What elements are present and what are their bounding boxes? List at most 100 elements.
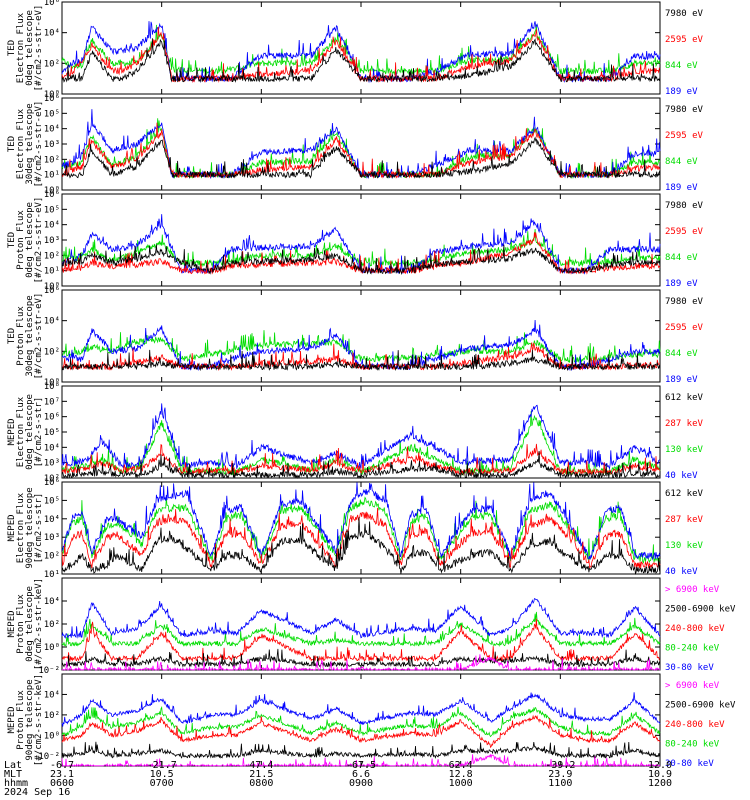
y-axis-label: TED: [7, 40, 17, 56]
hhmm-tick-label: 1000: [449, 778, 473, 789]
y-tick-label: 10⁶: [44, 190, 60, 200]
mlt-tick-label: 10.9: [648, 769, 672, 780]
y-axis-label: 0deg telescope: [25, 394, 35, 470]
legend-entry: 844 eV: [665, 61, 698, 71]
date-label: 2024 Sep 16: [4, 787, 70, 798]
y-tick-label: 10⁰: [44, 643, 60, 653]
panel-1: 10⁰ 10² 10⁴ 10⁶ TED Electron Flux 0deg telesco…: [7, 0, 704, 100]
y-axis-label: 90deg telescope: [25, 679, 35, 760]
mlt-tick-label: 12.8: [449, 769, 473, 780]
y-tick-label: 10²: [44, 347, 60, 357]
series-black-trace: [61, 136, 661, 180]
hhmm-tick-label: 1100: [548, 778, 572, 789]
y-axis-label: Proton Flux: [16, 210, 26, 270]
y-tick-label: 10⁷: [44, 397, 60, 407]
y-tick-label: 10²: [44, 251, 60, 261]
legend-entry: 287 keV: [665, 419, 704, 429]
lat-tick-label: -67.5: [346, 760, 376, 771]
y-tick-label: 10⁸: [44, 382, 60, 392]
y-axis-label: Proton Flux: [16, 690, 26, 750]
legend-entry: 80-240 keV: [665, 644, 720, 654]
y-tick-label: 10¹: [44, 171, 60, 181]
y-tick-label: 10³: [44, 533, 60, 543]
hhmm-label: hhmm: [4, 778, 28, 789]
hhmm-tick-label: 0900: [349, 778, 373, 789]
series-black-trace: [61, 648, 661, 668]
y-tick-label: 10⁶: [44, 413, 60, 423]
y-tick-label: 10¹: [44, 570, 60, 580]
y-axis-label: Proton Flux: [16, 594, 26, 654]
panel-6: 10¹ 10² 10³ 10⁴ 10⁵ 10⁶ MEPED Electron Flux 90de…: [7, 478, 704, 580]
y-axis-label: MEPED: [7, 514, 17, 541]
y-axis-label: [#/cm2-s-str-keV]: [34, 578, 44, 670]
y-axis-label: [#/cm2-s-str-eV]: [34, 293, 44, 380]
y-tick-label: 10¹: [44, 267, 60, 277]
series-blue-trace: [61, 692, 661, 727]
panel-2: 10⁰ 10¹ 10² 10³ 10⁴ 10⁵ 10⁶ TED Electron Flux 30d…: [7, 94, 704, 196]
y-axis-label: 30deg telescope: [25, 103, 35, 184]
series-black-trace: [61, 244, 661, 276]
y-axis-label: Electron Flux: [16, 12, 26, 83]
legend-entry: 30-80 keV: [665, 663, 714, 673]
y-tick-label: 10³: [44, 236, 60, 246]
legend-entry: 844 eV: [665, 157, 698, 167]
series-green-trace: [61, 611, 661, 648]
series-red-trace: [61, 122, 661, 179]
y-axis-label: TED: [7, 328, 17, 344]
y-tick-label: 10⁶: [44, 94, 60, 104]
y-tick-label: 10⁰: [44, 186, 60, 196]
legend-entry: 2595 eV: [665, 323, 704, 333]
series-green-trace: [61, 330, 661, 364]
hhmm-tick-label: 0600: [50, 778, 74, 789]
y-tick-label: 10²: [44, 552, 60, 562]
panel-4: 10⁰ 10² 10⁴ 10⁶ TED Proton Flux 30deg telescop…: [7, 286, 704, 388]
series-red-trace: [61, 342, 661, 371]
mlt-tick-label: 23.9: [548, 769, 572, 780]
hhmm-tick-label: 0700: [150, 778, 174, 789]
y-axis-label: [#/cm2-s-str]: [34, 493, 44, 563]
y-tick-label: 10⁰: [44, 378, 60, 388]
series-blue-trace: [61, 403, 661, 471]
legend-entry: 7980 eV: [665, 105, 704, 115]
plot-frame: [61, 673, 661, 767]
legend-entry: 2595 eV: [665, 227, 704, 237]
y-tick-label: 10⁴: [44, 597, 60, 607]
legend-entry: 240-800 keV: [665, 624, 725, 634]
legend-entry: > 6900 keV: [665, 681, 720, 691]
legend-entry: 844 eV: [665, 349, 698, 359]
legend-entry: 844 eV: [665, 253, 698, 263]
y-tick-label: 10⁻²: [38, 666, 60, 676]
y-axis-label: [#/cm2-s-str-eV]: [34, 101, 44, 188]
legend-entry: > 6900 keV: [665, 585, 720, 595]
legend-entry: 130 keV: [665, 541, 704, 551]
panel-7: 10⁻² 10⁰ 10² 10⁴ MEPED Proton Flux 0deg telesc…: [7, 577, 736, 676]
legend-entry: 189 eV: [665, 375, 698, 385]
y-tick-label: 10⁴: [44, 221, 60, 231]
y-axis-label: MEPED: [7, 706, 17, 733]
y-tick-label: 10⁶: [44, 478, 60, 488]
y-axis-label: 0deg telescope: [25, 10, 35, 86]
legend-entry: 80-240 keV: [665, 740, 720, 750]
legend-entry: 612 keV: [665, 393, 704, 403]
legend-entry: 7980 eV: [665, 297, 704, 307]
legend-entry: 130 keV: [665, 445, 704, 455]
y-axis-label: 30deg telescope: [25, 295, 35, 376]
y-tick-label: 10⁰: [44, 90, 60, 100]
series-red-trace: [61, 618, 661, 663]
hhmm-tick-label: 0800: [249, 778, 273, 789]
lat-tick-label: 62.4: [449, 760, 473, 771]
y-tick-label: 10²: [44, 59, 60, 69]
series-black-trace: [61, 349, 661, 372]
series-black-trace: [61, 517, 661, 576]
y-tick-label: 10³: [44, 459, 60, 469]
mlt-tick-label: 21.5: [249, 769, 273, 780]
y-tick-label: 10⁰: [44, 282, 60, 292]
y-tick-label: 10⁻²: [38, 752, 60, 762]
y-tick-label: 10⁵: [44, 496, 60, 506]
y-axis-label: [#/cm2-s-str-eV]: [34, 5, 44, 92]
legend-entry: 7980 eV: [665, 201, 704, 211]
y-axis-label: [#/cm2-s-str-eV]: [34, 197, 44, 284]
lat-tick-label: -21.7: [147, 760, 177, 771]
y-axis-label: TED: [7, 136, 17, 152]
lat-tick-label: 12.0: [648, 760, 672, 771]
